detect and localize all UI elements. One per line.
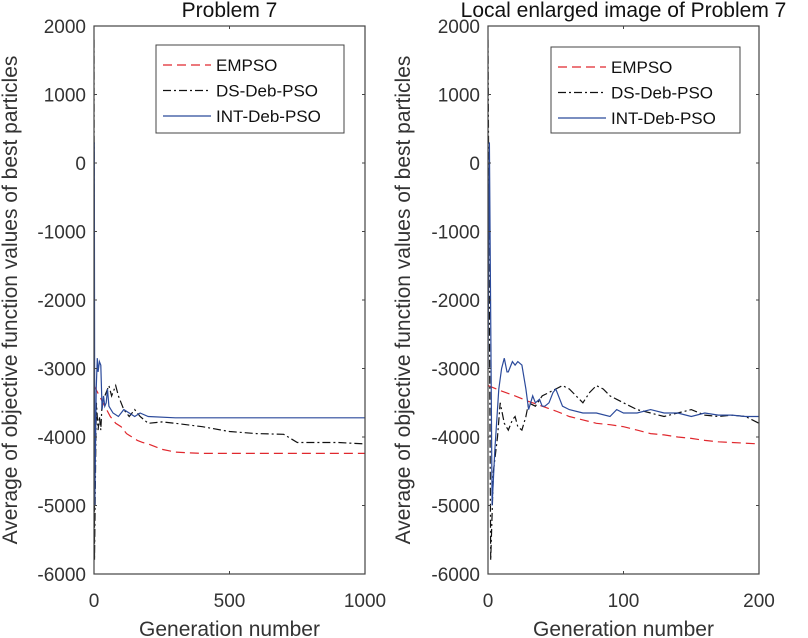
y-tick-label: -4000	[37, 428, 86, 449]
chart-title: Local enlarged image of Problem 7	[461, 0, 787, 22]
y-tick-label: -1000	[431, 223, 480, 244]
legend: EMPSO DS-Deb-PSO INT-Deb-PSO	[155, 44, 345, 134]
x-tick-label: 500	[214, 591, 246, 612]
legend-label: DS-Deb-PSO	[216, 82, 318, 101]
chart-panel-problem-7: Problem 7 Generation number Average of o…	[0, 0, 386, 638]
x-tick-label: 100	[608, 591, 640, 612]
legend: EMPSO DS-Deb-PSO INT-Deb-PSO	[550, 46, 741, 134]
legend-box	[155, 44, 345, 134]
y-tick-label: 0	[469, 154, 480, 175]
chart-title: Problem 7	[182, 0, 278, 22]
x-axis-label: Generation number	[533, 618, 714, 638]
legend-label: INT-Deb-PSO	[216, 107, 321, 126]
x-tick-label: 0	[89, 591, 100, 612]
y-axis-label: Average of objective function values of …	[392, 56, 415, 545]
y-tick-label: 2000	[44, 17, 86, 38]
x-tick-label: 1000	[344, 591, 386, 612]
series-line-empso	[488, 385, 759, 445]
y-tick-label: -5000	[431, 497, 480, 518]
x-tick-label: 0	[483, 591, 494, 612]
plot-area	[488, 39, 759, 561]
plot-area	[94, 39, 365, 561]
y-tick-label: -6000	[37, 565, 86, 586]
legend-label: EMPSO	[216, 56, 277, 75]
x-axis-label: Generation number	[139, 618, 320, 638]
series-line-empso	[94, 385, 365, 454]
y-tick-label: 1000	[438, 86, 480, 107]
series-line-ds-deb-pso	[94, 39, 365, 561]
y-tick-label: 0	[75, 154, 86, 175]
y-tick-label: 2000	[438, 17, 480, 38]
legend-box	[550, 46, 741, 134]
legend-label: EMPSO	[611, 58, 672, 77]
legend-label: DS-Deb-PSO	[611, 84, 713, 103]
y-tick-label: -6000	[431, 565, 480, 586]
legend-label: INT-Deb-PSO	[611, 109, 716, 128]
series-line-int-deb-pso	[94, 142, 365, 506]
x-tick-label: 200	[743, 591, 775, 612]
y-tick-label: -1000	[37, 223, 86, 244]
series-line-int-deb-pso	[488, 142, 759, 506]
y-tick-label: -3000	[37, 360, 86, 381]
y-tick-label: -3000	[431, 360, 480, 381]
chart-panel-local-enlarged: Local enlarged image of Problem 7 Genera…	[392, 0, 786, 638]
y-tick-label: -4000	[431, 428, 480, 449]
y-tick-label: -2000	[37, 291, 86, 312]
y-tick-label: 1000	[44, 86, 86, 107]
y-tick-label: -5000	[37, 497, 86, 518]
y-tick-label: -2000	[431, 291, 480, 312]
y-axis-label: Average of objective function values of …	[0, 56, 22, 545]
